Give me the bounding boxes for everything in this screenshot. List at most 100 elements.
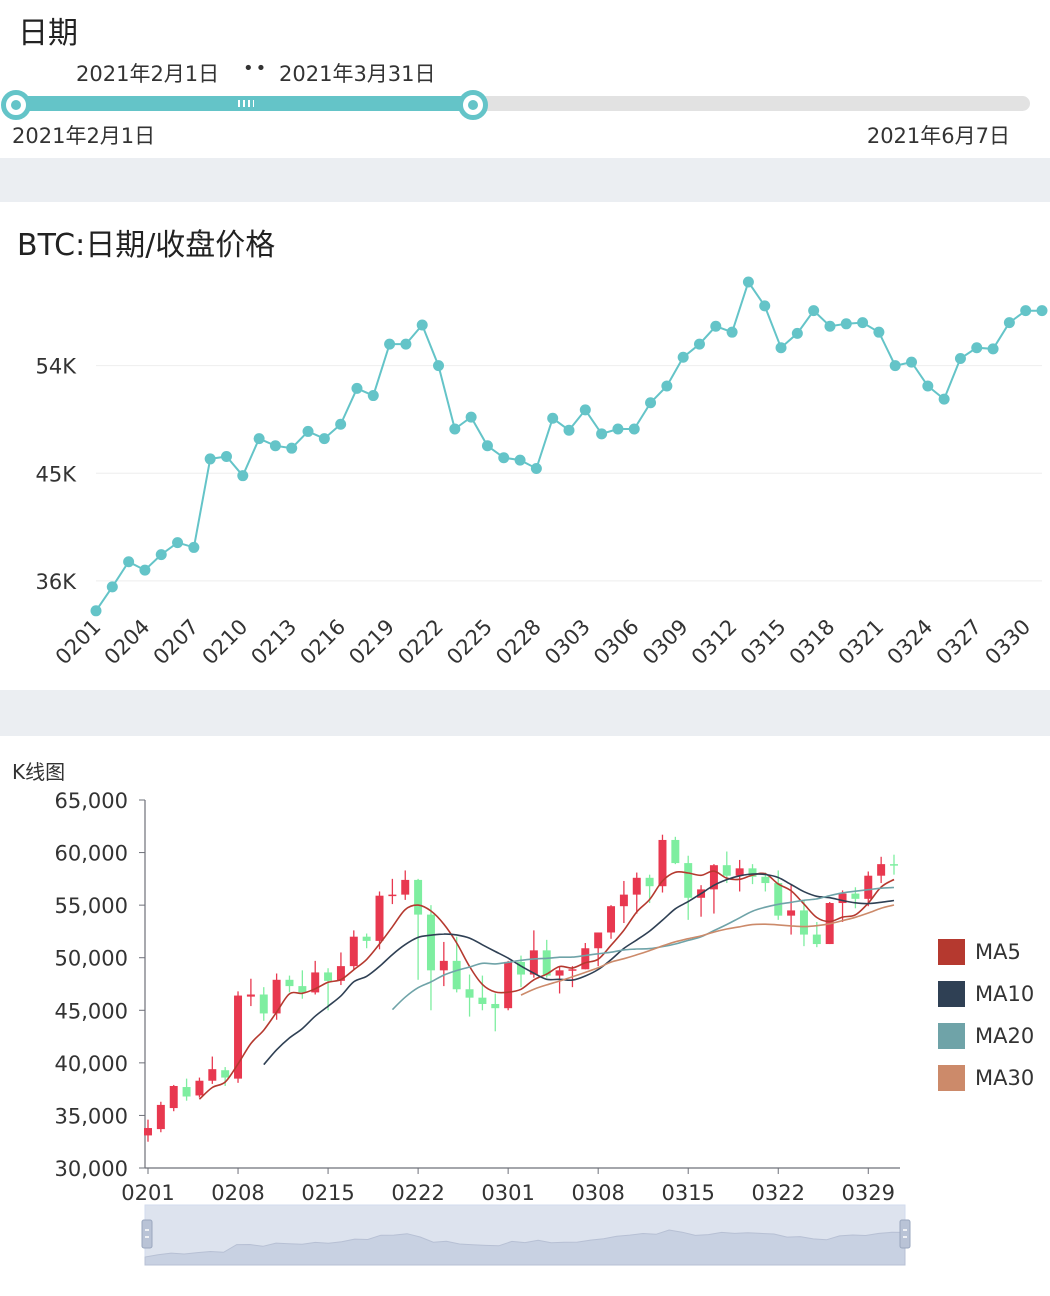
x-tick-label: 0216 (295, 615, 350, 670)
data-point (220, 451, 232, 463)
y-tick-label: 35,000 (55, 1104, 128, 1128)
data-point (645, 397, 657, 409)
candle-body (452, 960, 461, 990)
candle-body (632, 877, 641, 895)
legend-item-ma10[interactable]: MA10 (938, 980, 1034, 1008)
candle-body (375, 895, 384, 941)
x-tick-label: 0201 (121, 1181, 174, 1205)
series-line (95, 279, 1042, 612)
data-point (840, 318, 852, 330)
legend-item-ma20[interactable]: MA20 (938, 1022, 1034, 1050)
candle-body (619, 894, 628, 907)
datazoom-preview (144, 1229, 906, 1266)
data-point (873, 326, 885, 338)
candle-body (761, 876, 770, 884)
data-point (1036, 305, 1048, 317)
x-tick-label: 0222 (391, 1181, 444, 1205)
date-slider-end-handle[interactable] (458, 90, 489, 120)
legend-item-ma30[interactable]: MA30 (938, 1064, 1034, 1092)
x-tick-label: 0215 (301, 1181, 354, 1205)
section-divider (0, 690, 1050, 736)
candle-body (259, 994, 268, 1014)
section-divider (0, 158, 1050, 202)
candle-body (684, 863, 693, 898)
data-point (188, 541, 200, 553)
candle-body (890, 864, 898, 866)
data-point (155, 549, 167, 561)
data-point (857, 317, 869, 329)
data-point (106, 581, 118, 593)
candle-body (774, 883, 783, 916)
x-tick-label: 0213 (246, 615, 301, 670)
y-tick-label: 40,000 (55, 1052, 128, 1076)
data-point (971, 342, 983, 354)
candle-body (594, 932, 603, 949)
grip-icon[interactable] (238, 100, 254, 107)
candle-body (568, 969, 577, 971)
data-point (286, 442, 298, 454)
data-point (938, 393, 950, 405)
legend-label: MA30 (975, 1066, 1035, 1090)
candle-body (555, 970, 564, 976)
legend-item-ma5[interactable]: MA5 (938, 938, 1021, 966)
data-point (433, 360, 445, 372)
date-slider-start-handle[interactable] (1, 90, 31, 120)
x-tick-label: 0219 (344, 615, 399, 670)
line-chart-title: BTC:日期/收盘价格 (17, 228, 276, 263)
data-point (742, 276, 754, 288)
x-tick-label: 0225 (442, 615, 497, 670)
x-tick-label: 0315 (736, 615, 791, 670)
x-tick-label: 0207 (149, 615, 204, 670)
data-point (906, 356, 918, 368)
y-tick-label: 36K (36, 570, 78, 594)
candle-body (401, 879, 410, 895)
candle-body (465, 989, 474, 998)
candle-body (234, 995, 243, 1079)
datazoom-handle (141, 1219, 153, 1249)
candle-body (504, 961, 513, 1009)
y-tick-label: 30,000 (55, 1157, 128, 1181)
data-point (416, 319, 428, 331)
data-point (922, 380, 934, 392)
data-point (367, 390, 379, 402)
data-point (237, 470, 249, 482)
candle-body (426, 914, 435, 971)
x-tick-label: 0309 (638, 615, 693, 670)
candle-body (812, 934, 821, 945)
data-point (465, 411, 477, 423)
x-tick-label: 0315 (661, 1181, 714, 1205)
date-min-label: 2021年2月1日 (12, 124, 156, 148)
candle-body (439, 960, 448, 971)
candlestick-chart: 30,000 35,000 40,000 45,000 50,000 55,000 60,0… (55, 789, 911, 1266)
candle-body (156, 1104, 165, 1130)
data-point (693, 338, 705, 350)
data-point (889, 360, 901, 372)
x-tick-label: 0322 (752, 1181, 805, 1205)
data-point (481, 440, 493, 452)
legend-label: MA10 (975, 982, 1035, 1006)
legend-swatch (938, 1065, 965, 1091)
candle-body (246, 994, 255, 997)
candle-body (607, 906, 616, 933)
candle-body (645, 877, 654, 887)
legend-swatch (938, 939, 965, 965)
candle-body (671, 839, 680, 864)
kline-chart-title: K线图 (12, 760, 66, 784)
data-point (204, 453, 216, 465)
data-point (987, 343, 999, 355)
data-point (172, 537, 184, 549)
line-chart: 36K45K54K0201020402070210021302160219022… (36, 276, 1048, 670)
data-point (791, 327, 803, 339)
candle-body (414, 879, 423, 915)
data-point (775, 342, 787, 354)
date-filter-title: 日期 (18, 16, 78, 51)
x-tick-label: 0306 (589, 615, 644, 670)
data-point (579, 404, 591, 416)
data-point (726, 326, 738, 338)
date-max-label: 2021年6月7日 (866, 124, 1010, 148)
candle-body (748, 868, 757, 877)
x-tick-label: 0329 (842, 1181, 895, 1205)
y-tick-label: 45,000 (55, 999, 128, 1023)
datazoom-handle (899, 1219, 911, 1249)
candle-body (208, 1069, 217, 1081)
